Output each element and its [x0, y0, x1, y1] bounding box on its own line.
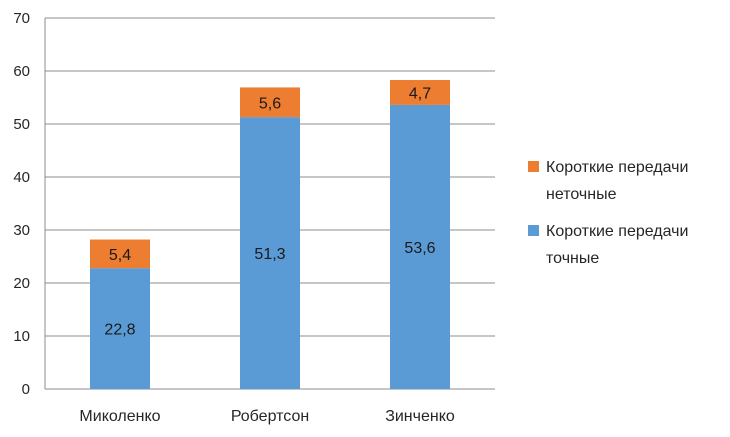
y-tick-label: 60: [13, 63, 30, 80]
bar-segment-accurate: [240, 117, 300, 390]
x-axis-categories: Миколенко Робертсон Зинченко: [79, 408, 454, 425]
bar-segment-inaccurate: [240, 87, 300, 118]
y-tick-label: 10: [13, 328, 30, 345]
data-label: 53,6: [404, 240, 435, 257]
y-tick-label: 50: [13, 116, 30, 133]
legend-label: неточные: [546, 186, 617, 203]
data-labels: 22,8 5,4 51,3 5,6 53,6 4,7: [104, 85, 435, 338]
bar-segment-accurate: [390, 104, 450, 390]
data-label: 5,4: [109, 247, 131, 264]
bar-segment-inaccurate: [390, 80, 450, 105]
y-tick-label: 40: [13, 169, 30, 186]
legend-swatch: [528, 225, 539, 236]
category-label: Зинченко: [385, 408, 455, 425]
y-tick-label: 0: [22, 381, 30, 398]
legend: Короткие передачи неточные Короткие переда…: [528, 159, 688, 267]
data-label: 22,8: [104, 322, 135, 339]
y-tick-label: 70: [13, 10, 30, 27]
category-label: Миколенко: [79, 408, 160, 425]
y-tick-label: 30: [13, 222, 30, 239]
data-label: 51,3: [254, 246, 285, 263]
data-label: 4,7: [409, 85, 431, 102]
bar-segment-inaccurate: [90, 239, 150, 269]
category-label: Робертсон: [231, 408, 309, 425]
bars: [90, 80, 450, 390]
bar-segment-accurate: [90, 268, 150, 389]
y-axis-ticks: 0 10 20 30 40 50 60 70: [13, 10, 30, 398]
y-tick-label: 20: [13, 275, 30, 292]
legend-swatch: [528, 161, 539, 172]
data-label: 5,6: [259, 95, 281, 112]
legend-label: Короткие передачи: [546, 223, 688, 240]
legend-label: Короткие передачи: [546, 159, 688, 176]
legend-label: точные: [546, 250, 599, 267]
